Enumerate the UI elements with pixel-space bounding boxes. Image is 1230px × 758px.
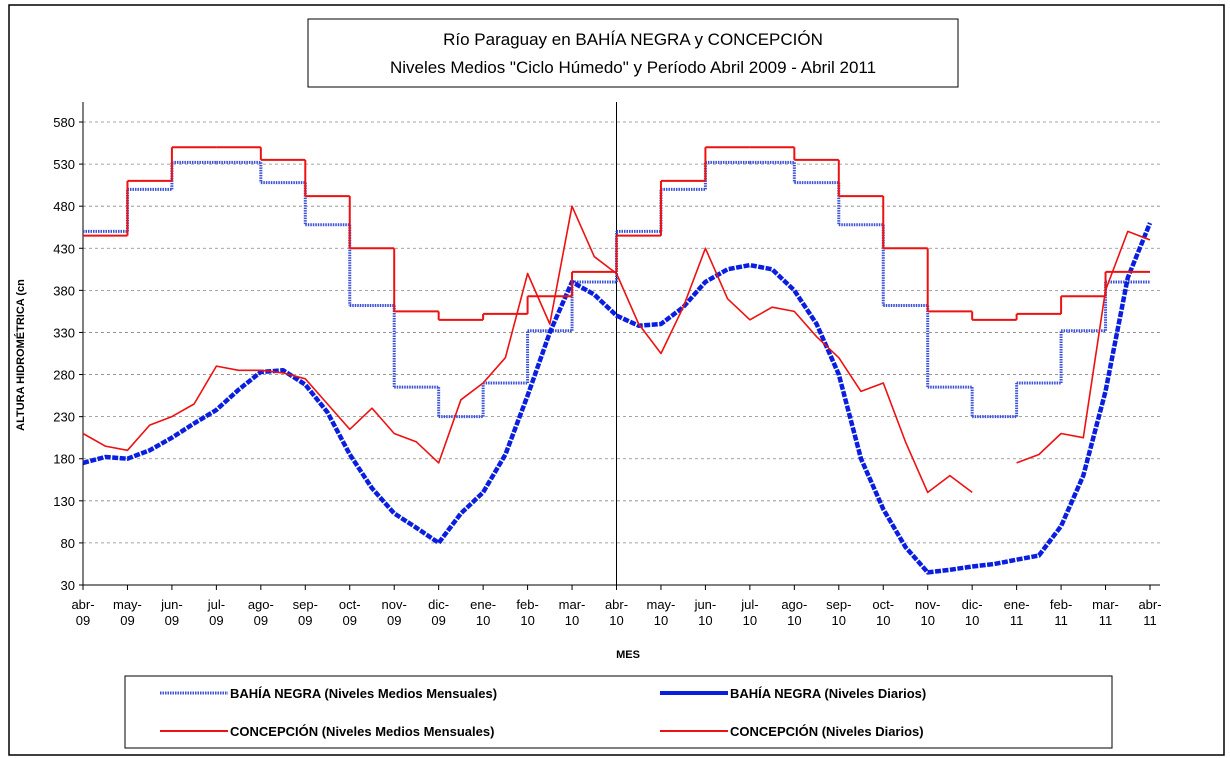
x-tick-label: may-10 bbox=[646, 597, 676, 628]
x-tick-label: sep-09 bbox=[292, 597, 318, 628]
legend-label: BAHÍA NEGRA (Niveles Medios Mensuales) bbox=[230, 686, 497, 701]
title-box bbox=[307, 18, 959, 88]
x-tick-label: jun-09 bbox=[161, 597, 183, 628]
x-tick-label: nov-09 bbox=[381, 597, 407, 628]
x-tick-label: oct-10 bbox=[872, 597, 895, 628]
x-tick-label: jun-10 bbox=[694, 597, 717, 628]
series-line bbox=[82, 205, 1151, 494]
legend-label: BAHÍA NEGRA (Niveles Diarios) bbox=[730, 686, 926, 701]
chart-title: Río Paraguay en BAHÍA NEGRA y CONCEPCIÓN bbox=[443, 30, 823, 49]
x-tick-label: sep-10 bbox=[826, 597, 852, 628]
legend bbox=[124, 675, 1113, 749]
x-tick-label: mar-10 bbox=[558, 597, 586, 628]
x-tick-label: ago-09 bbox=[247, 597, 274, 628]
x-tick-label: abr-09 bbox=[71, 597, 95, 628]
x-tick-label: nov-10 bbox=[915, 597, 941, 628]
chart-subtitle: Niveles Medios "Ciclo Húmedo" y Período … bbox=[390, 58, 876, 77]
y-tick-label: 230 bbox=[53, 410, 75, 425]
x-tick-label: abr-10 bbox=[604, 597, 629, 628]
x-tick-label: ago-10 bbox=[781, 597, 808, 628]
x-tick-label: abr-11 bbox=[1138, 597, 1162, 628]
x-tick-label: mar-11 bbox=[1092, 597, 1119, 628]
y-tick-label: 80 bbox=[61, 536, 75, 551]
y-tick-label: 480 bbox=[53, 199, 75, 214]
x-tick-label: ene-11 bbox=[1003, 597, 1030, 628]
x-tick-label: dic-09 bbox=[428, 597, 450, 628]
x-tick-label: may-09 bbox=[113, 597, 142, 628]
x-tick-label: feb-10 bbox=[516, 597, 539, 628]
y-tick-label: 530 bbox=[53, 157, 75, 172]
x-tick-label: oct-09 bbox=[338, 597, 361, 628]
y-axis-label: ALTURA HIDROMÉTRICA (cn bbox=[14, 279, 27, 431]
y-tick-label: 330 bbox=[53, 325, 75, 340]
y-tick-label: 180 bbox=[53, 452, 75, 467]
legend-label: CONCEPCIÓN (Niveles Diarios) bbox=[730, 724, 924, 739]
y-tick-label: 30 bbox=[61, 578, 75, 593]
x-tick-label: ene-10 bbox=[470, 597, 497, 628]
series-line bbox=[82, 222, 1153, 575]
legend-label: CONCEPCIÓN (Niveles Medios Mensuales) bbox=[230, 724, 494, 739]
y-tick-label: 130 bbox=[53, 494, 75, 509]
x-tick-label: feb-11 bbox=[1049, 597, 1073, 628]
x-tick-label: dic-10 bbox=[961, 597, 983, 628]
y-tick-label: 380 bbox=[53, 283, 75, 298]
y-tick-label: 280 bbox=[53, 368, 75, 383]
x-axis-label: MES bbox=[616, 649, 640, 661]
y-tick-label: 580 bbox=[53, 115, 75, 130]
frame bbox=[8, 4, 1225, 756]
y-tick-label: 430 bbox=[53, 241, 75, 256]
x-tick-label: jul-09 bbox=[207, 597, 226, 628]
x-tick-label: jul-10 bbox=[741, 597, 759, 628]
